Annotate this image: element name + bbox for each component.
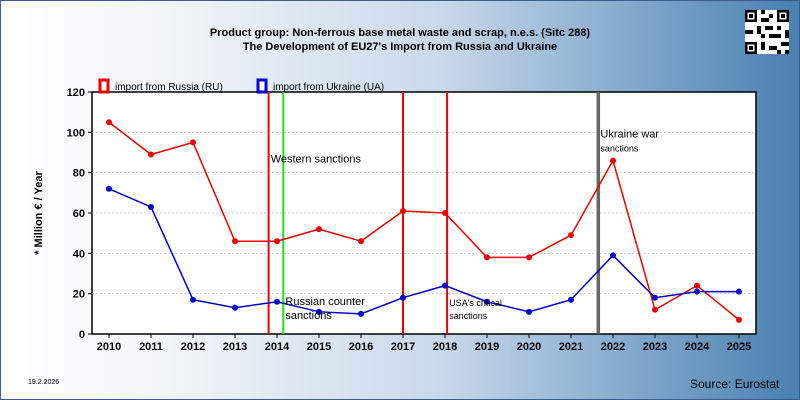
y-tick-label: 100 [67,127,85,139]
x-tick-label: 2019 [475,341,499,353]
data-point-ukraine [526,308,532,315]
data-point-ukraine [442,282,448,289]
source-label: Source: Eurostat [690,377,780,391]
data-point-russia [148,151,154,158]
data-point-ukraine [316,308,322,315]
data-point-ukraine [652,294,658,301]
data-point-russia [358,238,364,245]
annotation-label: sanctions [600,143,639,153]
data-point-russia [610,157,616,164]
x-tick-label: 2023 [643,341,667,353]
data-point-russia [106,119,112,126]
x-tick-label: 2017 [391,341,415,353]
x-tick-label: 2025 [727,341,751,353]
data-point-russia [232,238,238,245]
data-point-ukraine [568,296,574,303]
legend-swatch [98,78,110,94]
data-point-russia [190,139,196,146]
legend-label: import from Ukraine (UA) [273,82,384,93]
x-tick-label: 2022 [601,341,625,353]
y-tick-label: 40 [73,248,85,260]
annotation-label: Russian counter [285,296,365,308]
data-point-ukraine [106,185,112,192]
chart-title-line2: The Development of EU27's Import from Ru… [242,41,558,53]
legend-label: import from Russia (RU) [115,82,223,93]
annotation-label: sanctions [449,311,488,321]
series-line-ukraine [108,188,739,315]
data-point-ukraine [484,298,490,305]
data-point-ukraine [610,252,616,259]
x-tick-label: 2018 [433,341,457,353]
chart-title-line1: Product group: Non-ferrous base metal wa… [209,27,591,39]
series-line-russia [108,121,740,321]
legend-swatch [256,78,268,94]
x-tick-label: 2015 [307,341,331,353]
data-point-ukraine [694,288,700,295]
data-point-russia [274,238,280,245]
data-point-russia [568,232,574,239]
annotation-label: sanctions [285,310,332,322]
data-point-ukraine [274,298,280,305]
data-point-russia [400,207,406,214]
x-tick-label: 2011 [139,341,163,353]
data-point-ukraine [400,294,406,301]
y-tick-label: 80 [73,168,85,180]
annotation-label: Ukraine war [600,128,659,140]
x-tick-label: 2021 [559,341,583,353]
y-tick-label: 0 [79,329,85,341]
annotation-label: USA's critical [449,298,502,308]
x-tick-label: 2016 [349,341,373,353]
y-tick-label: 20 [73,289,85,301]
data-point-russia [736,316,742,323]
date-stamp: 19.2.2026 [28,379,60,386]
y-tick-label: 120 [67,87,85,99]
data-point-russia [652,306,658,313]
x-tick-label: 2014 [265,341,290,353]
annotation-label: Western sanctions [271,154,362,166]
data-point-russia [526,254,532,261]
data-point-ukraine [148,203,154,210]
y-tick-label: 60 [73,208,85,220]
qr-code-icon [745,10,789,54]
x-tick-label: 2020 [517,341,541,353]
data-point-ukraine [358,310,364,317]
x-tick-label: 2010 [97,341,121,353]
x-tick-label: 2012 [181,341,205,353]
x-tick-label: 2024 [685,341,710,353]
data-point-russia [484,254,490,261]
data-point-russia [694,282,700,289]
x-tick-label: 2013 [223,341,247,353]
data-point-ukraine [190,296,196,303]
data-point-russia [442,210,448,216]
data-point-russia [316,226,322,233]
data-point-ukraine [736,288,742,295]
y-axis-label: * Million € / Year [33,171,45,255]
data-point-ukraine [232,304,238,311]
